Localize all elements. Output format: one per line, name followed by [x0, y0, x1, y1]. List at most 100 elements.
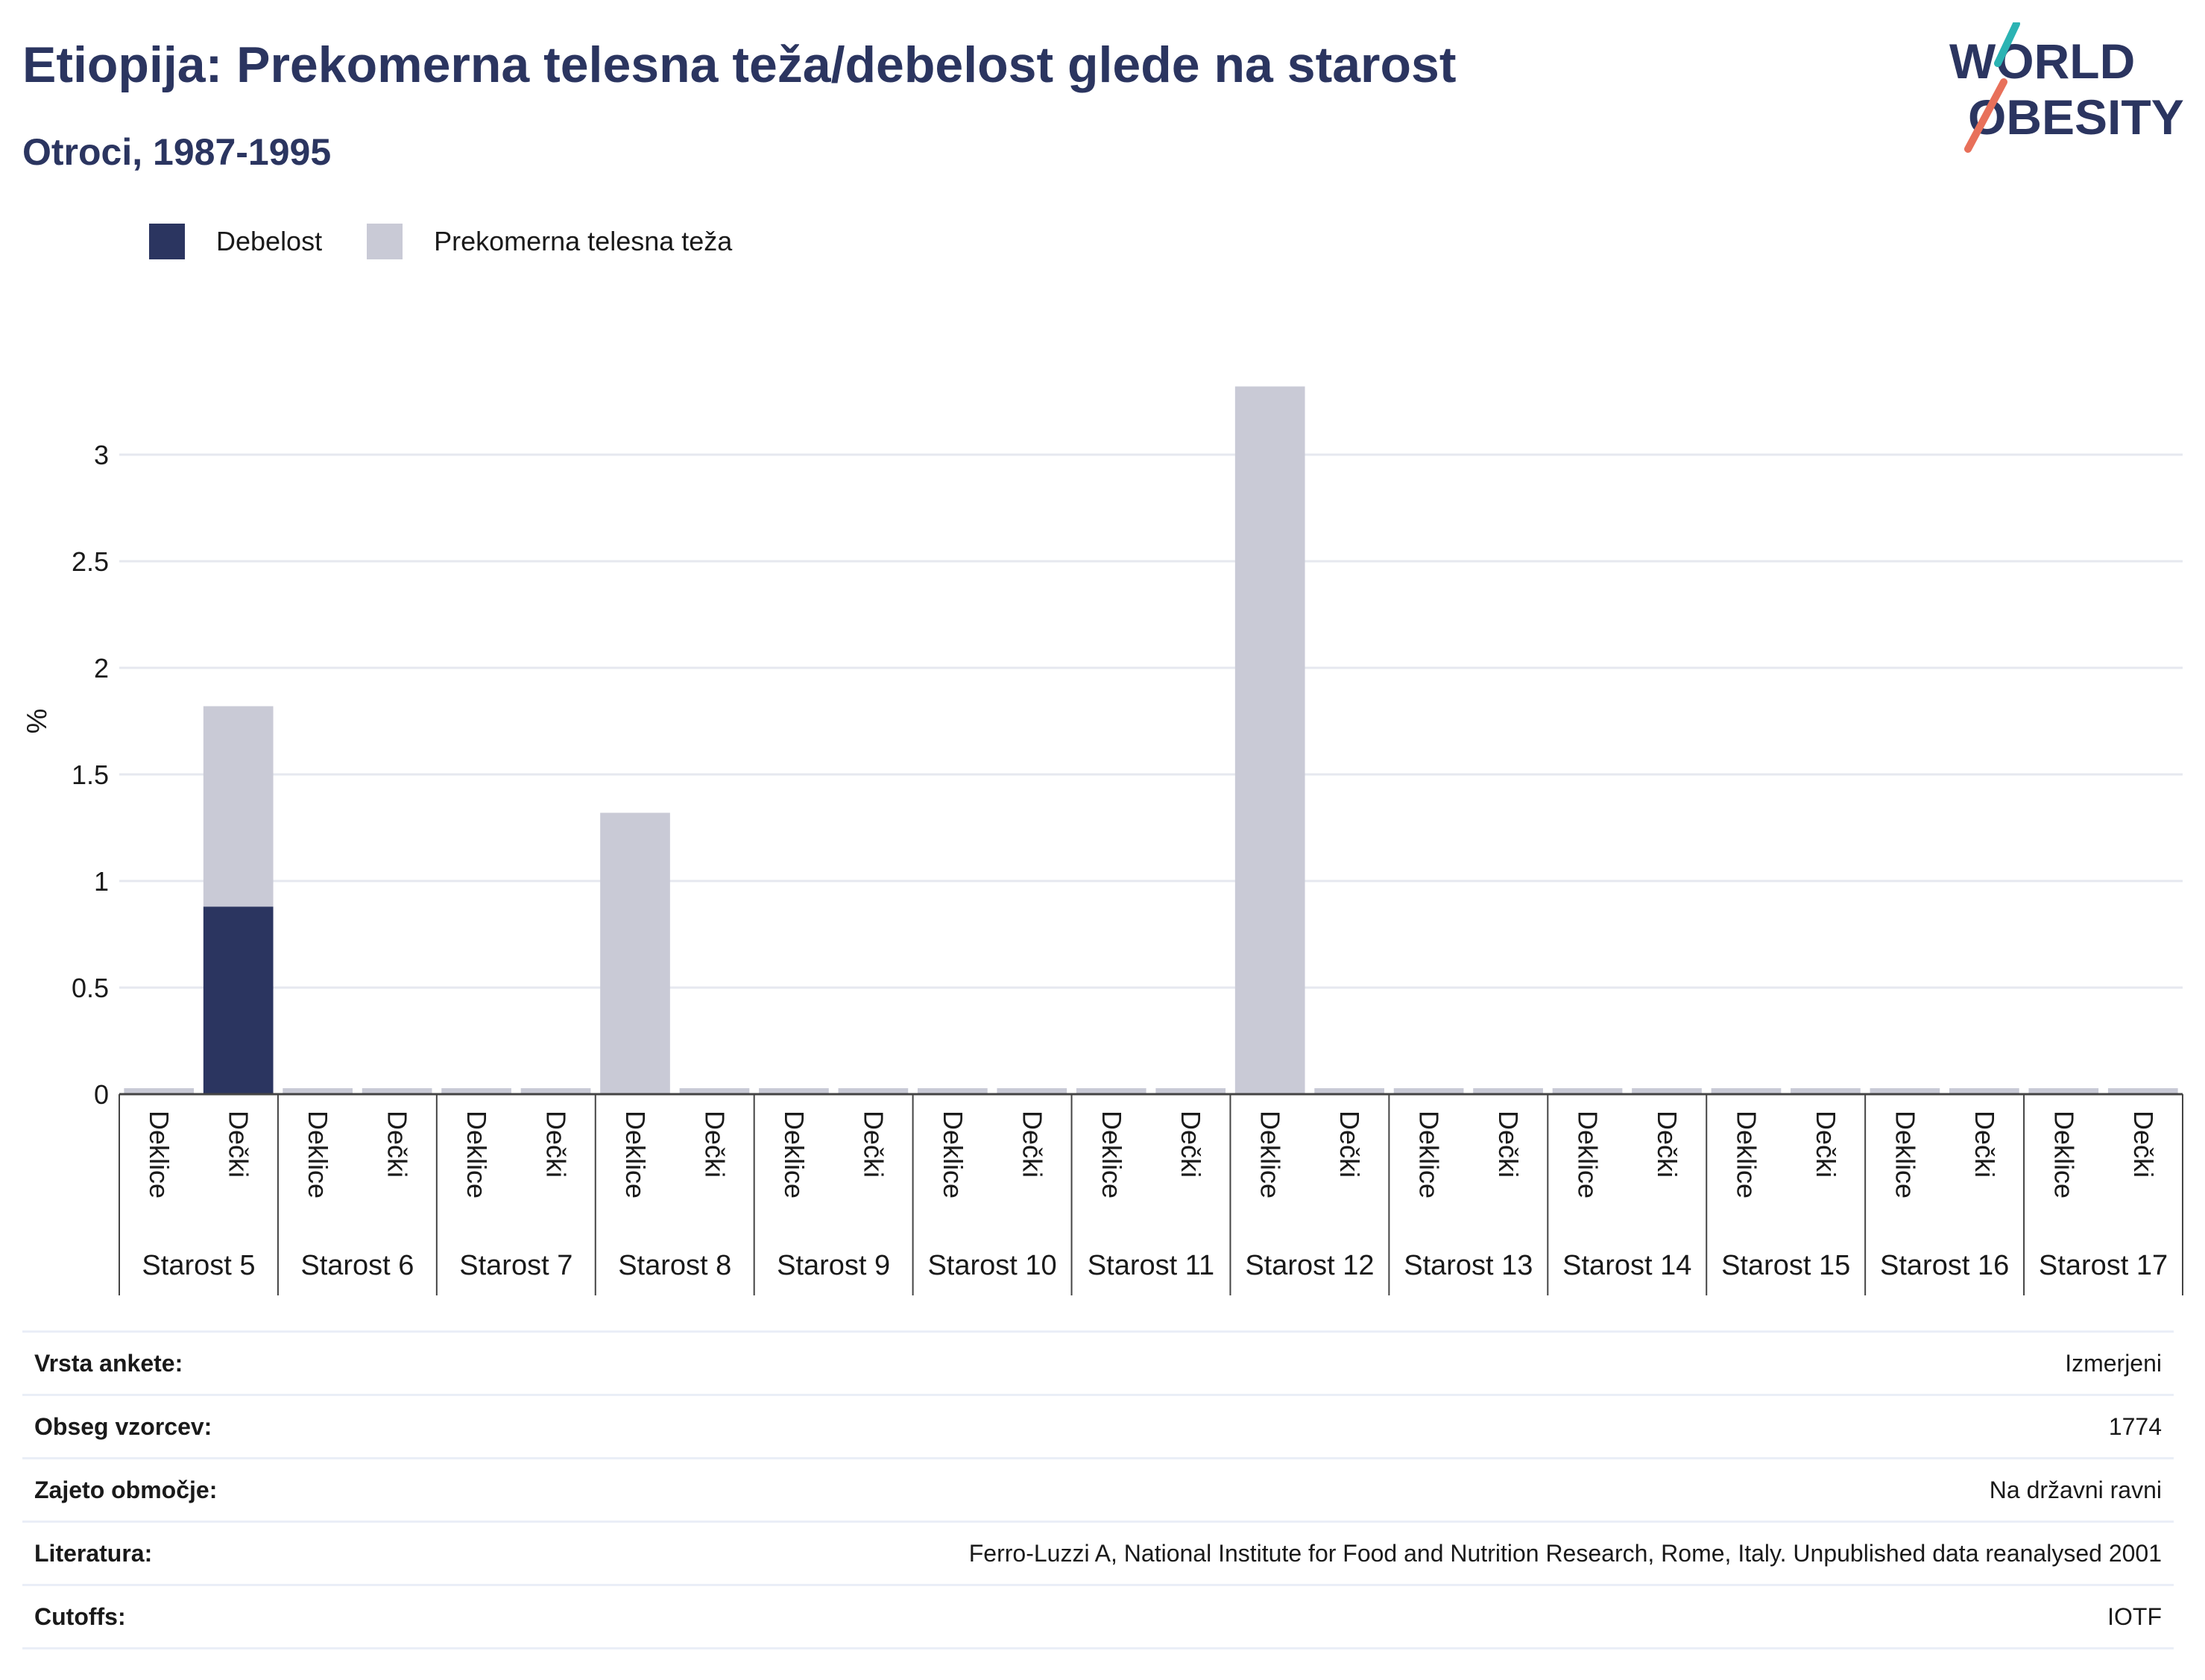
x-subcategory-label: Dečki [1811, 1111, 1841, 1178]
chart-legend: Debelost Prekomerna telesna teža [149, 222, 777, 261]
y-tick-label: 0.5 [72, 973, 109, 1003]
x-group-label: Starost 11 [1088, 1250, 1214, 1281]
x-subcategory-label: Deklice [1890, 1111, 1920, 1199]
x-subcategory-label: Deklice [2048, 1111, 2079, 1199]
page-subtitle: Otroci, 1987-1995 [22, 131, 332, 173]
bar-zero-stub [997, 1088, 1067, 1094]
bar-zero-stub [838, 1088, 909, 1094]
bar-zero-stub [441, 1088, 511, 1094]
y-tick-label: 2 [94, 653, 109, 683]
svg-text:WORLD: WORLD [1949, 34, 2135, 89]
bar-zero-stub [2107, 1088, 2178, 1094]
x-group-label: Starost 8 [618, 1250, 731, 1281]
x-subcategory-label: Deklice [1414, 1111, 1445, 1199]
bar-chart: 0 0.5 1 1.5 2 2.5 3% Deklice Dečki Starost 5 Dekli… [22, 386, 2183, 1295]
meta-label: Zajeto območje: [34, 1476, 218, 1503]
x-subcategory-label: Dečki [1652, 1111, 1682, 1178]
meta-label: Literatura: [34, 1539, 153, 1567]
meta-label: Obseg vzorcev: [34, 1412, 212, 1440]
x-subcategory-label: Deklice [620, 1111, 651, 1199]
meta-row-reference: Literatura: Ferro-Luzzi A, National Inst… [22, 1520, 2174, 1584]
survey-metadata-table: Vrsta ankete: Izmerjeni Obseg vzorcev: 1… [22, 1330, 2174, 1649]
x-subcategory-label: Dečki [1969, 1111, 2000, 1178]
y-tick-label: 3 [94, 440, 109, 470]
bar-zero-stub [1949, 1088, 2019, 1094]
x-subcategory-label: Deklice [1731, 1111, 1761, 1199]
x-subcategory-label: Deklice [461, 1111, 492, 1199]
x-group-label: Starost 15 [1721, 1250, 1850, 1281]
x-subcategory-label: Dečki [1493, 1111, 1524, 1178]
y-tick-label: 1.5 [72, 760, 109, 790]
x-subcategory-label: Deklice [1573, 1111, 1603, 1199]
x-subcategory-label: Deklice [303, 1111, 333, 1199]
x-group-label: Starost 13 [1404, 1250, 1533, 1281]
x-subcategory-label: Dečki [2128, 1111, 2159, 1178]
x-subcategory-label: Deklice [938, 1111, 968, 1199]
bar-zero-stub [520, 1088, 591, 1094]
bar-zero-stub [1155, 1088, 1226, 1094]
bar-zero-stub [1076, 1088, 1146, 1094]
bar-zero-stub [1870, 1088, 1940, 1094]
x-subcategory-label: Deklice [1255, 1111, 1286, 1199]
x-subcategory-label: Dečki [1176, 1111, 1206, 1178]
meta-value: Na državni ravni [1989, 1476, 2162, 1503]
x-subcategory-label: Dečki [1334, 1111, 1365, 1178]
bar-prekomerna [1234, 386, 1305, 1094]
bar-zero-stub [1711, 1088, 1782, 1094]
x-group-label: Starost 17 [2039, 1250, 2168, 1281]
meta-value: 1774 [2108, 1412, 2162, 1440]
meta-value: IOTF [2107, 1602, 2162, 1630]
meta-label: Vrsta ankete: [34, 1349, 183, 1377]
bar-zero-stub [918, 1088, 988, 1094]
x-group-label: Starost 9 [777, 1250, 890, 1281]
legend-swatch-prekomerna [367, 224, 403, 259]
bar-prekomerna [203, 706, 274, 907]
x-group-label: Starost 16 [1880, 1250, 2009, 1281]
bar-zero-stub [2028, 1088, 2099, 1094]
bar-debelost [203, 906, 274, 1094]
meta-row-sample-size: Obseg vzorcev: 1774 [22, 1394, 2174, 1457]
x-group-label: Starost 12 [1245, 1250, 1374, 1281]
meta-label: Cutoffs: [34, 1602, 126, 1630]
bar-zero-stub [124, 1088, 195, 1094]
bar-zero-stub [283, 1088, 353, 1094]
page-title: Etiopija: Prekomerna telesna teža/debelo… [22, 37, 1457, 93]
x-group-label: Starost 7 [459, 1250, 572, 1281]
svg-text:OBESITY: OBESITY [1968, 89, 2184, 145]
legend-item-prekomerna: Prekomerna telesna teža [367, 224, 732, 259]
x-subcategory-label: Dečki [699, 1111, 730, 1178]
bar-prekomerna [600, 812, 670, 1094]
x-subcategory-label: Dečki [858, 1111, 889, 1178]
y-tick-label: 2.5 [72, 546, 109, 577]
meta-row-coverage: Zajeto območje: Na državni ravni [22, 1457, 2174, 1520]
bar-zero-stub [759, 1088, 829, 1094]
x-group-label: Starost 6 [300, 1250, 414, 1281]
x-group-label: Starost 14 [1562, 1250, 1691, 1281]
x-subcategory-label: Deklice [144, 1111, 174, 1199]
x-subcategory-label: Dečki [224, 1111, 254, 1178]
bar-zero-stub [1632, 1088, 1702, 1094]
bar-zero-stub [1552, 1088, 1623, 1094]
bar-zero-stub [1791, 1088, 1861, 1094]
x-subcategory-label: Dečki [1017, 1111, 1047, 1178]
legend-label-prekomerna: Prekomerna telesna teža [434, 226, 733, 256]
x-group-label: Starost 5 [142, 1250, 255, 1281]
legend-item-debelost: Debelost [149, 224, 322, 259]
x-subcategory-label: Dečki [541, 1111, 572, 1178]
meta-row-cutoffs: Cutoffs: IOTF [22, 1584, 2174, 1649]
x-subcategory-label: Deklice [1097, 1111, 1127, 1199]
bar-zero-stub [1393, 1088, 1464, 1094]
legend-swatch-debelost [149, 224, 185, 259]
meta-value: Ferro-Luzzi A, National Institute for Fo… [968, 1539, 2162, 1567]
y-axis-label: % [22, 709, 53, 734]
legend-label-debelost: Debelost [216, 226, 323, 256]
x-subcategory-label: Deklice [779, 1111, 810, 1199]
y-tick-label: 0 [94, 1079, 109, 1110]
y-tick-label: 1 [94, 866, 109, 897]
meta-value: Izmerjeni [2065, 1349, 2162, 1377]
meta-row-survey-type: Vrsta ankete: Izmerjeni [22, 1330, 2174, 1394]
x-subcategory-label: Dečki [382, 1111, 413, 1178]
bar-zero-stub [679, 1088, 750, 1094]
bar-zero-stub [1314, 1088, 1384, 1094]
world-obesity-logo: WORLD OBESITY [1949, 22, 2184, 153]
